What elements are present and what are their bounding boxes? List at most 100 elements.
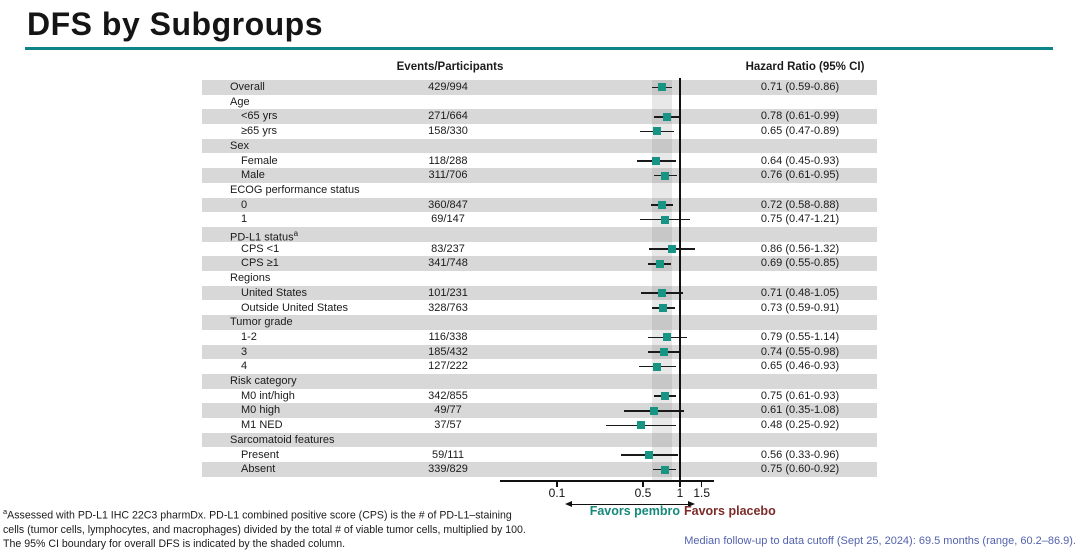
hazard-ratio-point-marker: [659, 347, 668, 356]
hazard-ratio-value: 0.74 (0.55-0.98): [760, 345, 840, 358]
events-participants-value: 116/338: [428, 330, 468, 343]
subgroup-category-label: PD-L1 statusa: [230, 229, 299, 244]
hazard-ratio-point-marker: [657, 83, 666, 92]
hazard-ratio-value: 0.71 (0.48-1.05): [760, 286, 840, 299]
x-axis-line: [500, 480, 714, 482]
events-participants-value: 127/222: [428, 360, 468, 373]
hazard-ratio-value: 0.76 (0.61-0.95): [760, 169, 840, 182]
row-band: [202, 256, 877, 272]
row-band: [202, 403, 877, 419]
subgroup-label: Absent: [241, 463, 276, 476]
events-participants-value: 342/855: [428, 389, 468, 402]
hazard-ratio-point-marker: [652, 127, 661, 136]
hazard-ratio-value: 0.65 (0.47-0.89): [760, 125, 840, 138]
subgroup-label: 0: [241, 198, 248, 211]
hazard-ratio-point-marker: [636, 421, 645, 430]
favors-direction-arrow: [565, 501, 695, 508]
x-axis-tick: [642, 482, 644, 487]
events-participants-value: 59/111: [431, 448, 464, 461]
subgroup-category-label: Regions: [230, 272, 271, 285]
hazard-ratio-point-marker: [657, 289, 666, 298]
events-participants-value: 341/748: [428, 257, 468, 270]
events-participants-value: 37/57: [434, 419, 462, 432]
superscript: a: [293, 229, 299, 238]
x-axis-tick: [556, 482, 558, 487]
subgroup-label: ≥65 yrs: [241, 125, 277, 138]
favors-placebo-label: Favors placebo: [684, 504, 776, 518]
subgroup-category-label: Risk category: [230, 375, 297, 387]
hazard-ratio-value: 0.72 (0.58-0.88): [760, 198, 840, 211]
subgroup-label: United States: [241, 286, 308, 299]
row-band: [202, 315, 877, 330]
hazard-ratio-value: 0.69 (0.55-0.85): [760, 257, 840, 270]
row-band: [202, 344, 877, 360]
page-title: DFS by Subgroups: [27, 6, 323, 42]
hazard-ratio-point-marker: [652, 362, 661, 371]
x-axis-tick-label: 0.1: [548, 486, 566, 500]
row-band: [202, 138, 877, 154]
arrow-right-head-icon: [688, 501, 695, 507]
subgroup-label: 1: [241, 213, 248, 226]
events-participants-value: 158/330: [428, 125, 468, 138]
events-participants-value: 185/432: [428, 345, 468, 358]
events-participants-value: 360/847: [428, 198, 468, 211]
column-header-hazard-ratio: Hazard Ratio (95% CI): [745, 61, 865, 73]
overall-ci-shaded-column: [651, 80, 672, 480]
hazard-ratio-value: 0.86 (0.56-1.32): [760, 242, 840, 255]
hazard-ratio-point-marker: [660, 215, 669, 224]
subgroup-label: <65 yrs: [241, 110, 278, 123]
x-axis-tick-label: 1: [676, 486, 684, 500]
events-participants-value: 118/288: [428, 154, 468, 167]
events-participants-value: 311/706: [428, 169, 468, 182]
hazard-ratio-point-marker: [656, 259, 665, 268]
subgroup-label: M0 high: [241, 404, 281, 417]
hazard-ratio-point-marker: [667, 245, 676, 254]
subgroup-label: Male: [241, 169, 265, 182]
footnotes: aAssessed with PD-L1 IHC 22C3 pharmDx. P…: [3, 505, 578, 552]
row-band: [202, 197, 877, 213]
hazard-ratio-value: 0.48 (0.25-0.92): [760, 419, 840, 432]
row-band: [202, 285, 877, 301]
hazard-ratio-value: 0.78 (0.61-0.99): [760, 110, 840, 123]
hazard-ratio-value: 0.64 (0.45-0.93): [760, 154, 840, 167]
row-band: [202, 109, 877, 125]
hazard-ratio-point-marker: [649, 406, 658, 415]
x-axis-tick-label: 0.5: [634, 486, 652, 500]
hazard-ratio-value: 0.73 (0.59-0.91): [760, 301, 840, 314]
hazard-ratio-value: 0.75 (0.60-0.92): [760, 463, 840, 476]
hazard-ratio-point-marker: [659, 303, 668, 312]
subgroup-category-label: Age: [230, 95, 250, 108]
hazard-ratio-value: 0.75 (0.61-0.93): [760, 389, 840, 402]
events-participants-value: 101/231: [428, 286, 468, 299]
subgroup-label: Outside United States: [241, 301, 349, 314]
footnote-line-1: aAssessed with PD-L1 IHC 22C3 pharmDx. P…: [3, 507, 512, 522]
hazard-ratio-value: 0.79 (0.55-1.14): [760, 330, 840, 343]
row-band: [202, 462, 877, 477]
hazard-ratio-value: 0.56 (0.33-0.96): [760, 448, 840, 461]
subgroup-label: CPS ≥1: [241, 257, 279, 270]
subgroup-category-label: ECOG performance status: [230, 183, 360, 196]
events-participants-value: 271/664: [428, 110, 468, 123]
events-participants-value: 429/994: [428, 81, 468, 93]
row-band: [202, 374, 877, 389]
events-participants-value: 328/763: [428, 301, 468, 314]
hazard-ratio-value: 0.61 (0.35-1.08): [760, 404, 840, 417]
hazard-ratio-value: 0.75 (0.47-1.21): [760, 213, 840, 226]
subgroup-label: M0 int/high: [241, 389, 295, 402]
hazard-ratio-point-marker: [645, 450, 654, 459]
subgroup-label: Overall: [230, 81, 265, 93]
column-header-events: Events/Participants: [396, 61, 504, 73]
subgroup-label: 3: [241, 345, 248, 358]
row-band: [202, 168, 877, 183]
hazard-ratio-point-marker: [663, 333, 672, 342]
footnote-line-2: cells (tumor cells, lymphocytes, and mac…: [3, 523, 526, 536]
subgroup-label: M1 NED: [241, 419, 283, 432]
events-participants-value: 69/147: [431, 213, 465, 226]
arrow-shaft: [569, 503, 691, 505]
footnote-line-3: The 95% CI boundary for overall DFS is i…: [3, 538, 346, 551]
hazard-ratio-point-marker: [661, 171, 670, 180]
favors-pembro-label: Favors pembro: [589, 504, 680, 518]
hazard-ratio-point-marker: [660, 465, 669, 474]
subgroup-category-label: Tumor grade: [230, 316, 293, 329]
events-participants-value: 83/237: [431, 242, 465, 255]
